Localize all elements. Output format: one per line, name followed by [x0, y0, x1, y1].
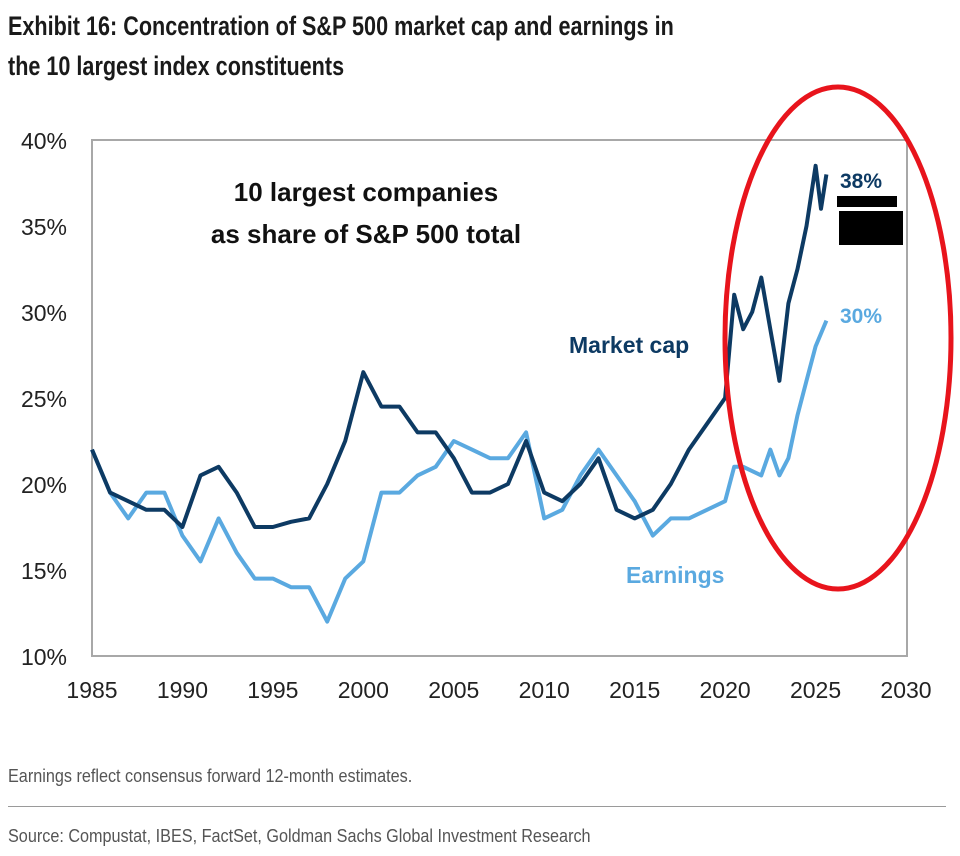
- chart-subtitle-line-2: as share of S&P 500 total: [211, 219, 521, 249]
- chart-title: Exhibit 16: Concentration of S&P 500 mar…: [8, 6, 674, 86]
- x-tick-label: 2015: [609, 677, 660, 703]
- footnote: Earnings reflect consensus forward 12-mo…: [8, 766, 413, 786]
- x-tick-label: 2005: [428, 677, 479, 703]
- y-tick-label: 15%: [21, 558, 67, 584]
- x-tick-label: 2030: [880, 677, 931, 703]
- highlight-ellipse: [722, 84, 954, 592]
- plot-frame: [91, 139, 908, 657]
- y-tick-label: 30%: [21, 300, 67, 326]
- divider: [8, 806, 946, 807]
- source-note: Source: Compustat, IBES, FactSet, Goldma…: [8, 826, 591, 846]
- title-line-1: Exhibit 16: Concentration of S&P 500 mar…: [8, 11, 674, 41]
- x-tick-label: 2020: [700, 677, 751, 703]
- x-tick-label: 1985: [66, 677, 117, 703]
- x-tick-label: 1990: [157, 677, 208, 703]
- x-tick-label: 2000: [338, 677, 389, 703]
- y-tick-label: 40%: [21, 128, 67, 154]
- earnings-label: Earnings: [626, 562, 724, 588]
- market-cap-label: Market cap: [569, 332, 689, 358]
- redaction-box-2: [839, 211, 903, 245]
- y-tick-label: 25%: [21, 386, 67, 412]
- y-tick-label: 20%: [21, 472, 67, 498]
- earnings-end-label: 30%: [840, 305, 882, 328]
- chart-subtitle-line-1: 10 largest companies: [234, 177, 498, 207]
- market-cap-line: [90, 163, 829, 529]
- redaction-box-1: [837, 196, 897, 207]
- x-tick-label: 2010: [519, 677, 570, 703]
- y-tick-label: 35%: [21, 214, 67, 240]
- y-tick-label: 10%: [21, 644, 67, 670]
- market-cap-end-label: 38%: [840, 170, 882, 193]
- earnings-line: [90, 319, 829, 624]
- x-tick-label: 2025: [790, 677, 841, 703]
- title-line-2: the 10 largest index constituents: [8, 51, 345, 81]
- x-tick-label: 1995: [247, 677, 298, 703]
